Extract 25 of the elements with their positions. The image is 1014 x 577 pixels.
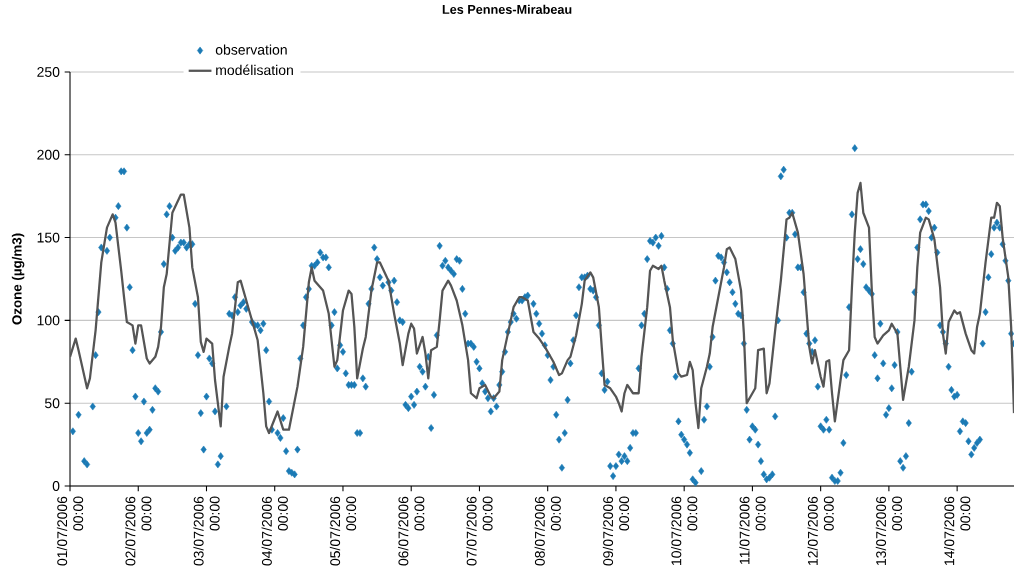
chart-title: Les Pennes-Mirabeau <box>442 4 572 14</box>
x-tick-label: 02/07/2006 00:00 <box>125 496 152 566</box>
x-tick-label: 14/07/2006 00:00 <box>943 496 971 566</box>
y-tick-label: 50 <box>44 398 60 409</box>
y-tick-label: 150 <box>37 232 60 243</box>
y-tick-label: 200 <box>37 149 60 160</box>
legend-label: observation <box>215 44 287 55</box>
x-tick-label: 11/07/2006 00:00 <box>739 496 766 564</box>
x-tick-label: 13/07/2006 00:00 <box>875 496 903 566</box>
x-tick-label: 10/07/2006 00:00 <box>671 496 698 566</box>
x-tick-label: 12/07/2006 00:00 <box>807 496 834 566</box>
x-tick-label: 09/07/2006 00:00 <box>602 496 630 566</box>
x-tick-label: 03/07/2006 00:00 <box>193 496 220 566</box>
x-tick-label: 08/07/2006 00:00 <box>534 496 561 566</box>
x-tick-label: 01/07/2006 00:00 <box>56 496 84 566</box>
x-tick-label: 05/07/2006 00:00 <box>329 496 357 566</box>
line-series <box>70 181 1014 435</box>
legend-label: modélisation <box>216 64 293 76</box>
y-tick-label: 250 <box>37 67 60 77</box>
x-tick-label: 07/07/2006 00:00 <box>466 496 493 566</box>
y-axis-title: Ozone (µg/m3) <box>11 233 25 325</box>
x-tick-label: 06/07/2006 00:00 <box>398 496 425 566</box>
y-tick-label: 0 <box>52 481 60 491</box>
y-tick-label: 100 <box>37 315 60 326</box>
x-tick-label: 04/07/2006 00:00 <box>261 496 288 566</box>
